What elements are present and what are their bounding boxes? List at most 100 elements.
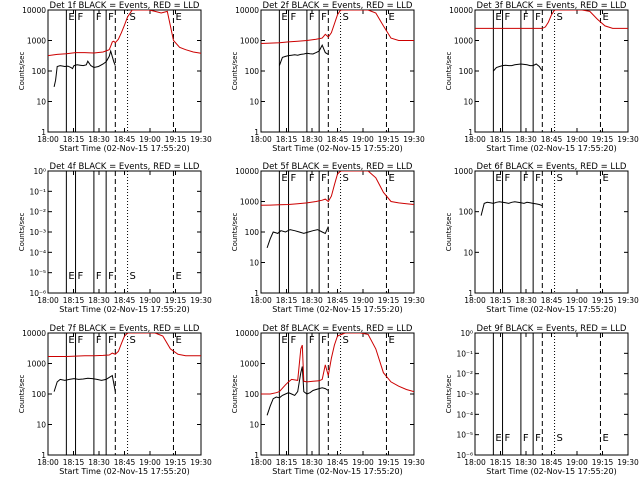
x-tick-label: 19:30 (617, 135, 639, 144)
x-tick-label: 18:30 (515, 135, 537, 144)
x-tick-label: 19:00 (139, 458, 161, 467)
plot-frame (474, 170, 629, 294)
event-marker-label: S (343, 335, 349, 346)
y-axis-label: Counts/sec (445, 375, 453, 414)
event-marker-label: E (388, 12, 394, 23)
y-tick-label: 1000 (454, 37, 473, 46)
panel-1: Det 1f BLACK = Events, RED = LLD 1 10 100 10… (18, 1, 212, 153)
event-marker-label: F (535, 433, 541, 444)
x-tick-label: 18:00 (250, 296, 272, 305)
plot-frame (47, 332, 202, 456)
x-tick-label: 18:15 (490, 458, 512, 467)
panel-5: Det 5f BLACK = Events, RED = LLD 1 10 100 10… (231, 162, 425, 314)
panel-title: Det 4f BLACK = Events, RED = LLD (50, 162, 200, 172)
panel-title: Det 5f BLACK = Events, RED = LLD (263, 162, 413, 172)
series-events (266, 226, 329, 249)
panel-2: Det 2f BLACK = Events, RED = LLD 1 10 100 10… (231, 1, 425, 153)
y-tick-label: 100 (32, 67, 47, 76)
event-marker-label: E (281, 173, 287, 184)
x-axis-label: Start Time (02-Nov-15 17:55:20) (272, 305, 402, 314)
event-marker-label: E (68, 12, 74, 23)
x-tick-label: 19:30 (617, 296, 639, 305)
x-axis-label: Start Time (02-Nov-15 17:55:20) (272, 467, 402, 476)
series-events (266, 366, 329, 416)
y-tick-label: 10 (463, 248, 473, 257)
event-marker-label: E (281, 12, 287, 23)
x-tick-label: 19:15 (165, 296, 187, 305)
x-tick-label: 19:00 (352, 135, 374, 144)
panel-9: Det 9f BLACK = Events, RED = LLD 10⁻⁶ 10⁻⁵… (445, 324, 639, 476)
x-tick-label: 18:15 (63, 135, 85, 144)
y-tick-label: 10⁻⁶ (29, 289, 46, 298)
x-axis-label: Start Time (02-Nov-15 17:55:20) (272, 144, 402, 153)
x-tick-label: 19:30 (617, 458, 639, 467)
event-marker-label: F (505, 433, 511, 444)
series-lld (261, 333, 414, 395)
panel-6: Det 6f BLACK = Events, RED = LLD 1 10 100 10… (445, 162, 639, 314)
x-tick-label: 18:00 (37, 458, 59, 467)
y-axis-label: Counts/sec (231, 52, 239, 91)
x-tick-label: 18:30 (515, 296, 537, 305)
x-tick-label: 18:15 (490, 296, 512, 305)
event-marker-label: F (96, 335, 102, 346)
event-marker-label: F (291, 12, 297, 23)
x-tick-label: 18:45 (327, 135, 349, 144)
x-axis-label: Start Time (02-Nov-15 17:55:20) (59, 305, 189, 314)
event-marker-label: F (96, 271, 102, 282)
y-tick-label: 10⁻² (456, 370, 473, 379)
x-tick-label: 18:15 (276, 296, 298, 305)
y-tick-label: 1000 (240, 360, 259, 369)
series-events (53, 374, 116, 392)
x-tick-label: 18:45 (114, 296, 136, 305)
y-tick-label: 10 (249, 98, 259, 107)
x-tick-label: 18:30 (301, 135, 323, 144)
x-tick-label: 18:00 (464, 135, 486, 144)
panel-title: Det 6f BLACK = Events, RED = LLD (477, 162, 627, 172)
y-tick-label: 100 (245, 67, 260, 76)
x-tick-label: 18:00 (464, 296, 486, 305)
y-tick-label: 10⁻³ (456, 390, 473, 399)
x-tick-label: 18:45 (327, 296, 349, 305)
x-tick-label: 18:15 (276, 135, 298, 144)
y-tick-label: 10000 (235, 329, 259, 338)
event-marker-label: S (343, 173, 349, 184)
y-axis-label: Counts/sec (231, 213, 239, 252)
y-tick-label: 10⁻³ (29, 228, 46, 237)
series-events (493, 63, 543, 72)
y-tick-label: 1000 (454, 167, 473, 176)
event-marker-label: F (291, 173, 297, 184)
x-tick-label: 19:15 (378, 135, 400, 144)
x-tick-label: 19:15 (378, 296, 400, 305)
x-tick-label: 18:45 (327, 458, 349, 467)
y-tick-label: 10⁰ (460, 329, 473, 338)
y-tick-label: 10 (36, 421, 46, 430)
event-marker-label: F (523, 173, 529, 184)
event-marker-label: S (557, 433, 563, 444)
event-marker-label: F (108, 12, 114, 23)
y-tick-label: 10⁻⁵ (29, 269, 46, 278)
event-marker-label: S (130, 12, 136, 23)
x-tick-label: 19:15 (165, 458, 187, 467)
y-tick-label: 10 (36, 98, 46, 107)
x-tick-label: 18:45 (541, 296, 563, 305)
x-tick-label: 19:30 (403, 135, 425, 144)
y-tick-label: 10⁻⁴ (456, 410, 473, 419)
x-tick-label: 19:15 (592, 296, 614, 305)
event-marker-label: E (175, 12, 181, 23)
event-marker-label: F (505, 12, 511, 23)
y-tick-label: 10 (249, 421, 259, 430)
series-events (278, 44, 329, 66)
event-marker-label: E (602, 433, 608, 444)
event-marker-label: E (68, 335, 74, 346)
event-marker-label: F (535, 12, 541, 23)
x-tick-label: 19:00 (352, 458, 374, 467)
x-tick-label: 19:00 (566, 135, 588, 144)
series-lld (475, 10, 628, 29)
series-lld (261, 171, 414, 206)
plot-frame (260, 332, 415, 456)
event-marker-label: F (523, 433, 529, 444)
event-marker-label: F (523, 12, 529, 23)
panel-8: Det 8f BLACK = Events, RED = LLD 1 10 100 10… (231, 324, 425, 476)
event-marker-label: E (175, 271, 181, 282)
